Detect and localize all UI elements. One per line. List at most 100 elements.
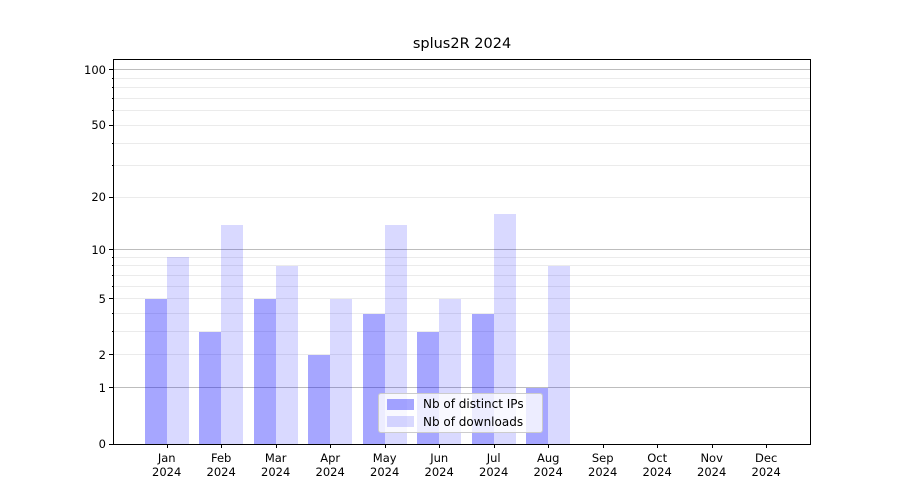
x-tick-month: Aug <box>536 451 560 465</box>
x-tick-label-dec: Dec 2024 <box>751 451 781 479</box>
bar-downloads-aug <box>548 265 571 444</box>
x-tick-label-oct: Oct 2024 <box>642 451 672 479</box>
x-tick-month: Feb <box>211 451 232 465</box>
x-tick-label-aug: Aug 2024 <box>533 451 563 479</box>
x-tick-label-nov: Nov 2024 <box>697 451 726 479</box>
x-tick-year: 2024 <box>152 464 182 479</box>
x-tick-year: 2024 <box>370 464 400 479</box>
gridline-major <box>114 249 810 251</box>
legend-item-distinct-ips: Nb of distinct IPs <box>387 397 534 412</box>
gridline-minor <box>114 256 810 258</box>
bar-downloads-may <box>384 224 407 444</box>
bar-downloads-jul <box>493 214 516 444</box>
y-tick-minor <box>111 77 114 79</box>
x-tick-year: 2024 <box>315 464 345 479</box>
gridline-minor <box>114 196 810 198</box>
x-tick <box>711 444 713 448</box>
y-tick-label: 50 <box>91 118 106 133</box>
gridline-minor <box>114 110 810 112</box>
x-tick-label-jan: Jan 2024 <box>152 451 182 479</box>
bar-downloads-feb <box>221 224 244 444</box>
y-tick-minor <box>111 165 114 167</box>
chart-title: splus2R 2024 <box>412 36 512 52</box>
y-tick-label: 2 <box>98 347 106 362</box>
y-tick-minor <box>111 142 114 144</box>
y-tick-minor <box>111 256 114 258</box>
x-tick-year: 2024 <box>206 464 236 479</box>
x-tick <box>275 444 277 448</box>
x-tick-month: Jun <box>430 451 449 465</box>
x-tick-month: Apr <box>320 451 341 465</box>
x-tick-label-jun: Jun 2024 <box>425 451 454 479</box>
gridline-minor <box>114 98 810 100</box>
gridline-minor <box>114 142 810 144</box>
x-tick <box>548 444 550 448</box>
x-tick-year: 2024 <box>533 464 563 479</box>
y-tick <box>109 354 114 356</box>
y-tick-minor <box>111 274 114 276</box>
y-tick <box>109 387 114 389</box>
y-tick-label: 5 <box>98 291 106 306</box>
x-tick-year: 2024 <box>588 464 618 479</box>
x-tick <box>166 444 168 448</box>
y-tick-minor <box>111 331 114 333</box>
legend: Nb of distinct IPs Nb of downloads <box>378 393 543 433</box>
x-tick-month: Dec <box>755 451 778 465</box>
bar-distinct-ips-feb <box>199 331 222 444</box>
y-tick-minor <box>111 110 114 112</box>
y-tick-label: 100 <box>84 62 106 77</box>
y-tick-label: 1 <box>98 380 106 395</box>
legend-swatch-distinct-ips <box>387 398 414 410</box>
y-tick-label: 20 <box>91 190 106 205</box>
x-tick <box>384 444 386 448</box>
x-tick-month: Jan <box>157 451 176 465</box>
x-tick <box>657 444 659 448</box>
x-tick <box>330 444 332 448</box>
gridline-minor <box>114 124 810 126</box>
bar-downloads-mar <box>275 265 298 444</box>
bar-distinct-ips-jan <box>144 298 167 444</box>
gridline-minor <box>114 298 810 300</box>
gridline-minor <box>114 331 810 333</box>
y-tick <box>109 298 114 300</box>
y-tick <box>109 69 114 71</box>
gridline-minor <box>114 285 810 287</box>
y-tick-minor <box>111 98 114 100</box>
x-tick-label-apr: Apr 2024 <box>315 451 345 479</box>
x-tick-month: Jul <box>486 451 501 465</box>
x-tick-year: 2024 <box>479 464 509 479</box>
x-tick-month: Mar <box>264 451 287 465</box>
gridline-minor <box>114 354 810 356</box>
legend-label-distinct-ips: Nb of distinct IPs <box>423 397 524 412</box>
x-tick-month: Oct <box>647 451 668 465</box>
x-tick <box>439 444 441 448</box>
legend-swatch-downloads <box>387 416 414 428</box>
gridline-minor <box>114 274 810 276</box>
x-tick-label-mar: Mar 2024 <box>261 451 291 479</box>
gridline-minor <box>114 165 810 167</box>
x-tick-year: 2024 <box>642 464 672 479</box>
x-tick <box>493 444 495 448</box>
x-tick <box>766 444 768 448</box>
bar-downloads-jan <box>166 257 189 444</box>
y-tick-label: 10 <box>91 242 106 257</box>
y-tick-minor <box>111 285 114 287</box>
gridline-minor <box>114 313 810 315</box>
x-tick-year: 2024 <box>261 464 291 479</box>
gridline-minor <box>114 87 810 89</box>
x-tick-year: 2024 <box>751 464 781 479</box>
y-tick <box>109 124 114 126</box>
x-tick-month: May <box>372 451 397 465</box>
y-tick-minor <box>111 313 114 315</box>
y-tick-minor <box>111 265 114 267</box>
x-tick-label-sep: Sep 2024 <box>588 451 618 479</box>
y-tick <box>109 196 114 198</box>
y-tick <box>109 249 114 251</box>
x-tick-month: Nov <box>700 451 723 465</box>
gridline-major <box>114 69 810 71</box>
legend-item-downloads: Nb of downloads <box>387 415 534 430</box>
x-tick-label-feb: Feb 2024 <box>206 451 236 479</box>
plot-area: Nb of distinct IPs Nb of downloads <box>113 59 811 445</box>
gridline-minor <box>114 265 810 267</box>
